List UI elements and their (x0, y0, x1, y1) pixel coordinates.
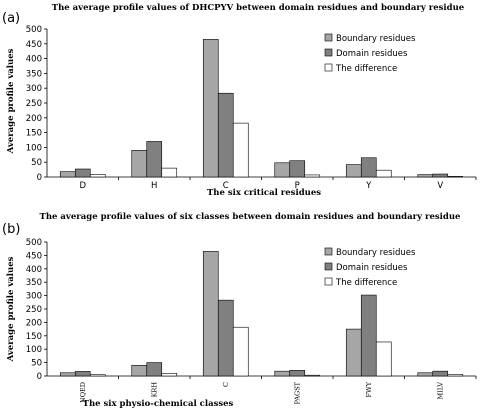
chart-a-bar-boundary (417, 174, 434, 178)
chart-a-category-label: D (79, 181, 86, 191)
chart-a-y-tick-label: 400 (26, 55, 42, 65)
chart-a-ylabel: Average profile values (6, 48, 16, 154)
chart-b-y-tick-label: 350 (26, 278, 42, 288)
chart-b-bar-difference (375, 341, 392, 377)
chart-b-bar-difference (232, 326, 249, 377)
chart-a-bar-difference (375, 169, 392, 178)
chart-b-y-tick-label: 250 (26, 305, 42, 315)
chart-a-bar-domain (360, 157, 377, 178)
chart-a-y-tick-label: 250 (26, 99, 42, 109)
chart-b-bar-difference (161, 373, 178, 377)
chart-a-bar-difference (161, 167, 178, 178)
chart-b-bar-domain (289, 370, 306, 377)
chart-a-plot: 0 50 100 150 200 250 300 350 400 450 500 D H C P Y V (26, 25, 477, 191)
chart-b-plot: 0 50 100 150 200 250 300 350 400 450 500 NQED KRH C PA… (26, 238, 477, 404)
legend-a-swatch-difference (324, 63, 333, 72)
chart-b: The average profile values of six classe… (2, 212, 477, 409)
legend-a-swatch-boundary (324, 33, 333, 42)
chart-a-y-tick-label: 50 (31, 158, 42, 168)
chart-a-bar-difference (304, 174, 321, 178)
chart-a-y-tick-label: 0 (37, 173, 42, 183)
chart-a-bar-boundary (131, 150, 148, 178)
chart-a-title: The average profile values of DHCPYV bet… (52, 3, 465, 13)
chart-a-bar-domain (74, 168, 91, 178)
chart-b-y-tick-label: 400 (26, 265, 42, 275)
legend-b-swatch-domain (324, 262, 333, 271)
chart-b-y-tick-label: 100 (26, 345, 42, 355)
chart-b-y-tick-label: 300 (26, 292, 42, 302)
chart-a-bar-boundary (59, 171, 76, 178)
chart-b-bar-domain (360, 294, 377, 377)
legend-b-swatch-difference (324, 277, 333, 286)
chart-b-category-label: PAGST (293, 381, 301, 404)
legend-a-label-difference: The difference (335, 64, 397, 74)
chart-b-category-label: KRH (150, 382, 158, 398)
chart-a: The average profile values of DHCPYV bet… (2, 3, 477, 198)
chart-a-category-label: Y (365, 181, 372, 191)
legend-b-label-domain: Domain residues (336, 263, 408, 273)
legend-a-label-domain: Domain residues (336, 49, 408, 59)
chart-b-bar-domain (146, 362, 163, 377)
chart-a-bar-domain (146, 141, 163, 178)
chart-a-bar-difference (232, 122, 249, 178)
chart-b-y-tick-label: 200 (26, 318, 42, 328)
chart-a-y-tick-label: 100 (26, 143, 42, 153)
chart-b-bar-boundary (417, 372, 434, 377)
chart-b-legend: Boundary residues Domain residues The di… (324, 247, 416, 288)
chart-a-bar-difference (89, 174, 106, 178)
chart-b-bar-boundary (202, 251, 219, 377)
chart-b-title: The average profile values of six classe… (40, 212, 461, 222)
legend-b-swatch-boundary (324, 247, 333, 256)
chart-a-legend: Boundary residues Domain residues The di… (324, 33, 416, 74)
chart-b-y-tick-label: 50 (31, 359, 42, 369)
chart-b-y-tick-label: 150 (26, 332, 42, 342)
chart-a-bar-domain (217, 92, 234, 178)
chart-a-bar-domain (432, 173, 449, 178)
chart-a-bar-boundary (274, 162, 291, 178)
chart-b-category-label: NQED (79, 382, 87, 403)
chart-a-y-tick-label: 300 (26, 84, 42, 94)
chart-a-y-tick-label: 450 (26, 40, 42, 50)
chart-b-bar-domain (217, 299, 234, 377)
legend-b-label-difference: The difference (335, 278, 397, 288)
chart-a-panel-label: (a) (2, 11, 20, 26)
chart-b-bar-domain (74, 371, 91, 377)
chart-a-y-tick-label: 200 (26, 114, 42, 124)
chart-a-bar-boundary (345, 164, 362, 178)
chart-b-panel-label: (b) (2, 222, 20, 237)
chart-a-category-label: H (151, 181, 157, 191)
chart-b-y-tick-label: 500 (26, 238, 42, 248)
chart-b-bar-boundary (131, 364, 148, 377)
chart-b-bar-difference (447, 374, 464, 377)
chart-b-bar-domain (432, 370, 449, 377)
chart-b-category-label: C (222, 382, 230, 387)
chart-a-bar-difference (447, 176, 464, 178)
chart-b-category-label: FWY (365, 381, 373, 397)
legend-a-label-boundary: Boundary residues (336, 34, 416, 44)
chart-a-category-label: C (223, 181, 229, 191)
chart-b-y-tick-label: 0 (37, 372, 42, 382)
legend-a-swatch-domain (324, 48, 333, 57)
chart-b-bar-difference (304, 374, 321, 377)
chart-b-bar-boundary (59, 372, 76, 377)
chart-b-y-tick-label: 450 (26, 251, 42, 261)
chart-a-category-label: P (295, 181, 300, 191)
chart-b-ylabel: Average profile values (6, 256, 16, 362)
chart-a-bar-domain (289, 160, 306, 178)
chart-a-category-label: V (437, 181, 443, 191)
legend-b-label-boundary: Boundary residues (336, 248, 416, 258)
chart-a-y-tick-label: 500 (26, 25, 42, 35)
chart-b-bar-boundary (274, 370, 291, 377)
chart-b-bar-difference (89, 374, 106, 377)
chart-a-y-tick-label: 350 (26, 69, 42, 79)
chart-b-xlabel: The six physio-chemical classes (83, 399, 234, 409)
chart-a-bar-boundary (202, 39, 219, 178)
chart-a-y-tick-label: 150 (26, 129, 42, 139)
chart-a-xlabel: The six critical residues (207, 188, 321, 198)
chart-b-category-label: MILV (436, 382, 444, 400)
chart-b-bar-boundary (345, 328, 362, 377)
